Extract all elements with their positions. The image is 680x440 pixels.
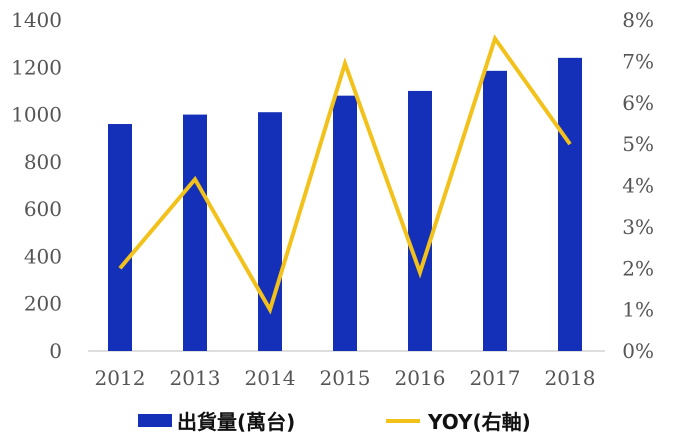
bar-2017: [483, 70, 507, 351]
yoy-line-series: [118, 34, 572, 315]
bar-2013: [183, 114, 207, 351]
right-axis-ticks: 0% 1% 2% 3% 4% 5% 6% 7% 8%: [622, 8, 654, 363]
left-tick-label: 1000: [11, 103, 62, 127]
x-tick-label: 2018: [545, 366, 596, 390]
x-tick-label: 2015: [320, 366, 371, 390]
left-axis-ticks: 0 200 400 600 800 1000 1200 1400: [11, 8, 62, 363]
bar-2015: [333, 95, 357, 352]
legend-bar-label: 出貨量(萬台): [177, 410, 295, 434]
left-tick-label: 0: [49, 339, 62, 363]
right-tick-label: 5%: [622, 132, 654, 156]
right-tick-label: 2%: [622, 256, 654, 280]
right-tick-label: 7%: [622, 49, 654, 73]
right-tick-label: 8%: [622, 8, 654, 32]
left-tick-label: 1400: [11, 8, 62, 32]
left-tick-label: 1200: [11, 55, 62, 79]
left-tick-label: 600: [24, 197, 62, 221]
bar-series: [108, 57, 582, 352]
legend: 出貨量(萬台) YOY(右軸): [138, 410, 531, 434]
right-tick-label: 1%: [622, 298, 654, 322]
bar-2014: [258, 112, 282, 351]
x-tick-label: 2016: [395, 366, 446, 390]
left-tick-label: 400: [24, 244, 62, 268]
x-axis-ticks: 2012 2013 2014 2015 2016 2017 2018: [95, 366, 596, 390]
legend-line-label: YOY(右軸): [427, 410, 531, 434]
bar-2018: [558, 57, 582, 351]
bar-2012: [108, 124, 132, 352]
right-tick-label: 4%: [622, 174, 654, 198]
x-tick-label: 2014: [245, 366, 296, 390]
right-tick-label: 0%: [622, 339, 654, 363]
bar-2016: [408, 90, 432, 351]
x-tick-label: 2013: [170, 366, 221, 390]
x-tick-label: 2012: [95, 366, 146, 390]
left-tick-label: 200: [24, 292, 62, 316]
right-tick-label: 6%: [622, 91, 654, 115]
left-tick-label: 800: [24, 150, 62, 174]
legend-bar-swatch: [138, 414, 172, 427]
right-tick-label: 3%: [622, 215, 654, 239]
x-tick-label: 2017: [470, 366, 521, 390]
